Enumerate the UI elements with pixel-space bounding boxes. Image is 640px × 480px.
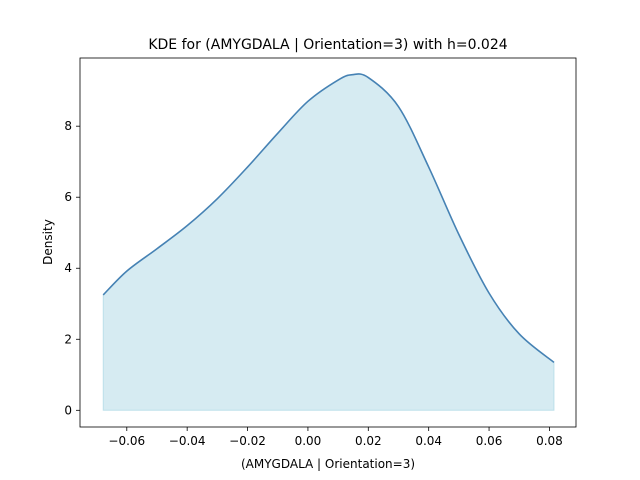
x-tick-label: 0.08 [536,434,563,448]
x-tick-label: −0.04 [169,434,206,448]
y-axis: 0 2 4 6 8 [64,119,80,417]
x-axis: −0.06 −0.04 −0.02 0.00 0.02 0.04 0.06 0.08 [108,427,563,448]
x-tick-label: 0.02 [355,434,382,448]
y-tick-label: 2 [64,332,72,346]
y-tick-label: 0 [64,403,72,417]
x-tick-label: 0.04 [415,434,442,448]
plot-frame [79,57,577,428]
y-axis-label: Density [41,219,55,265]
x-axis-label: (AMYGDALA | Orientation=3) [241,457,415,471]
x-tick-label: −0.06 [108,434,145,448]
y-tick-label: 4 [64,261,72,275]
x-tick-label: 0.06 [476,434,503,448]
x-tick-label: 0.00 [295,434,322,448]
y-tick-label: 6 [64,190,72,204]
chart-title: KDE for (AMYGDALA | Orientation=3) with … [148,37,507,53]
density-curve [102,73,555,363]
y-tick-label: 8 [64,119,72,133]
x-tick-label: −0.02 [229,434,266,448]
